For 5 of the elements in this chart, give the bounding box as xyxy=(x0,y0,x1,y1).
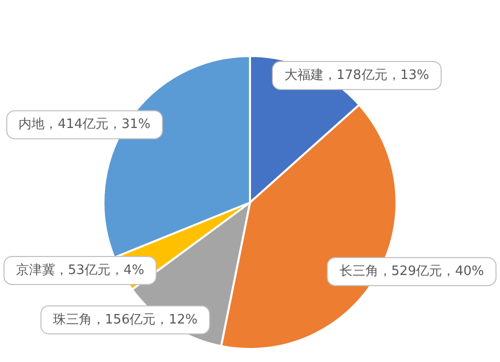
slice-label: 内地，414亿元，31% xyxy=(18,117,150,132)
slice-label: 京津冀，53亿元，4% xyxy=(16,262,144,278)
slice-label: 长三角，529亿元，40% xyxy=(339,264,484,279)
slice-label: 大福建，178亿元，13% xyxy=(284,68,430,83)
slice-label: 珠三角，156亿元，12% xyxy=(52,312,198,328)
